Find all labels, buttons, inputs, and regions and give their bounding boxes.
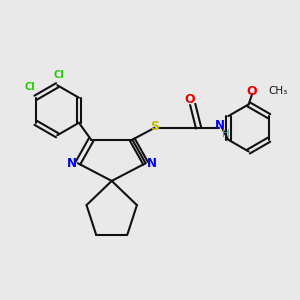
Text: CH₃: CH₃: [268, 86, 288, 96]
Text: S: S: [150, 120, 159, 133]
Text: N: N: [215, 119, 225, 132]
Text: N: N: [66, 157, 76, 170]
Text: O: O: [247, 85, 257, 98]
Text: O: O: [184, 93, 195, 106]
Text: H: H: [222, 129, 230, 140]
Text: Cl: Cl: [53, 70, 64, 80]
Text: N: N: [147, 157, 157, 170]
Text: Cl: Cl: [25, 82, 36, 92]
